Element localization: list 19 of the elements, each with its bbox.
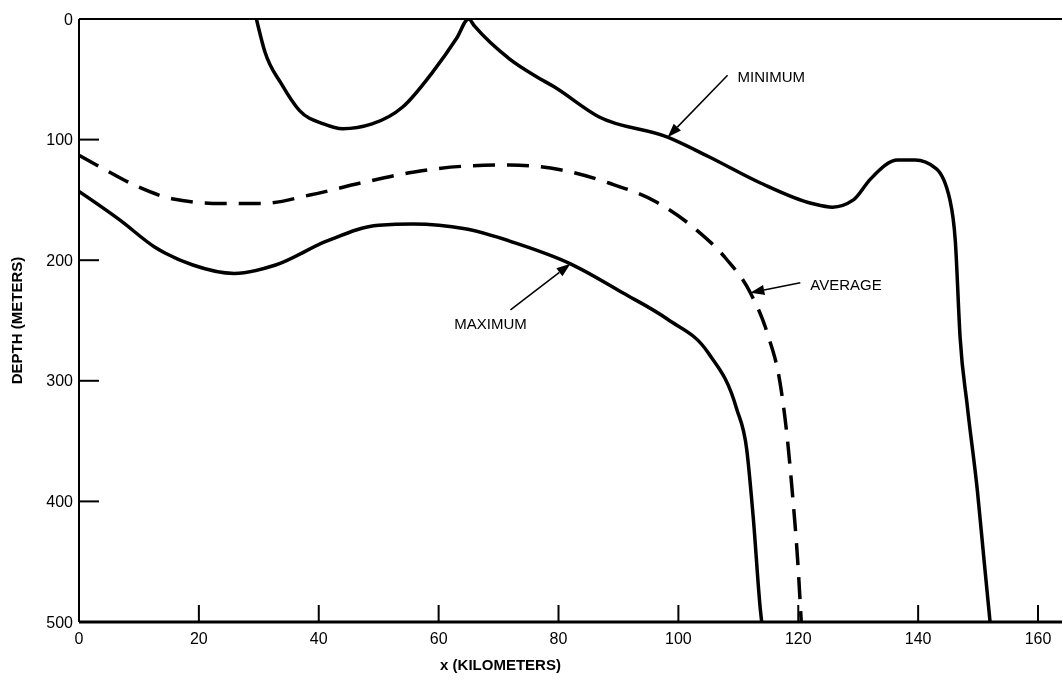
y-tick-label: 400 [46,493,74,510]
x-tick-label: 100 [665,630,692,647]
y-tick-label: 100 [46,131,74,149]
annotation: MINIMUM [737,68,806,86]
x-tick-label: 120 [784,630,812,647]
x-tick-label: 20 [189,630,208,647]
x-tick-label: 160 [1024,630,1052,647]
y-tick-label: 0 [64,10,74,28]
annotation: MAXIMUM [454,315,527,333]
x-tick-label: 140 [904,630,932,647]
y-axis-title: DEPTH (METERS) [8,256,25,385]
x-tick-label: 60 [429,630,448,647]
annotation: AVERAGE [810,276,882,294]
x-tick-label: 40 [309,630,328,647]
y-tick-label: 500 [46,613,74,631]
y-tick-label: 200 [46,251,74,269]
x-tick-label: 80 [549,630,568,647]
y-tick-label: 300 [46,372,74,390]
x-axis-title: x (KILOMETERS) [440,656,561,673]
